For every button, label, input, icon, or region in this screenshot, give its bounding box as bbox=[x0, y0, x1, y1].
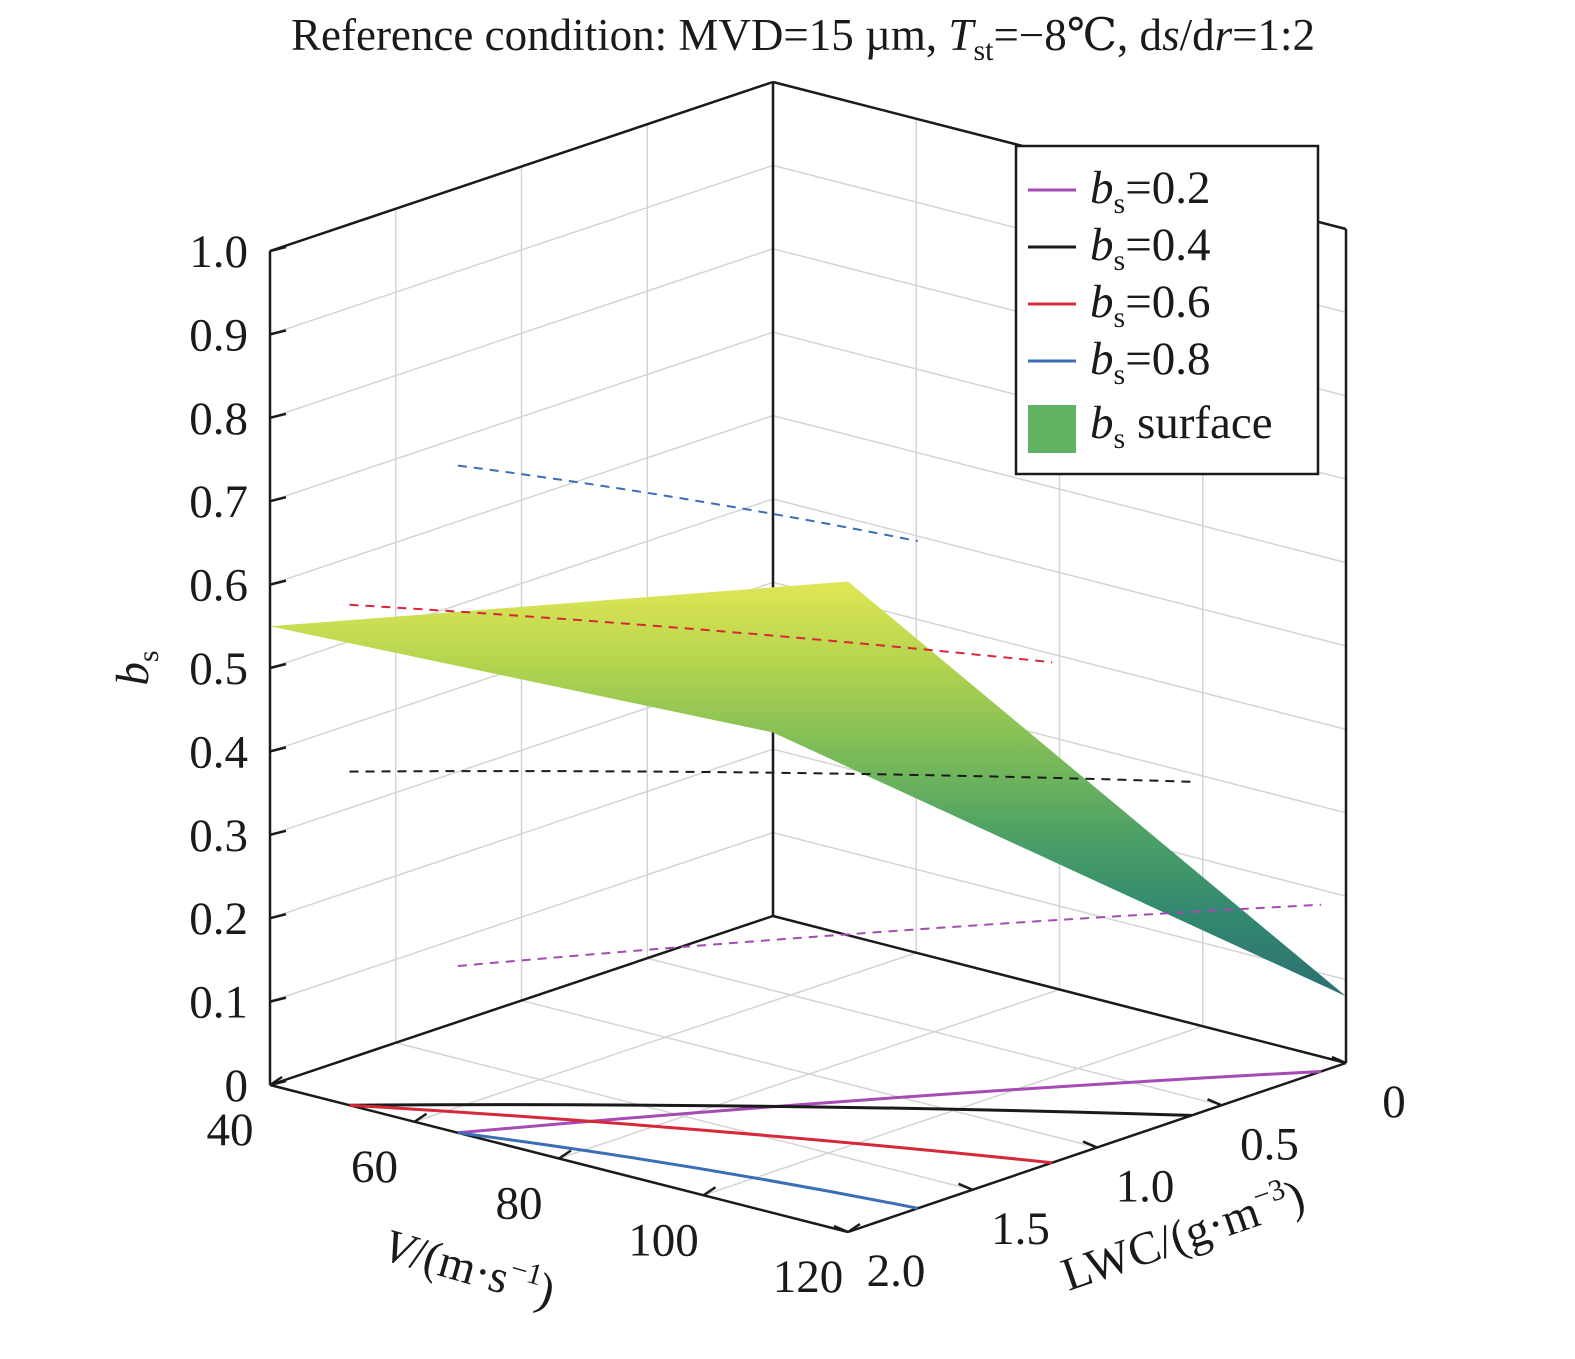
legend-entry-3: bs=0.8 bbox=[1028, 333, 1210, 391]
v-axis-label: V/(m·s−1) bbox=[378, 1217, 562, 1318]
v-tick-label-1: 60 bbox=[351, 1141, 398, 1193]
v-tick-label-4: 120 bbox=[773, 1251, 844, 1303]
lwc-tick-label-0: 0 bbox=[1382, 1076, 1406, 1128]
floor-contour-0.8 bbox=[457, 1131, 918, 1210]
z-tick-5 bbox=[269, 662, 287, 670]
z-tick-label-7: 0.7 bbox=[189, 476, 248, 528]
lwc-tick-label-3: 1.5 bbox=[991, 1203, 1050, 1255]
floor-contours bbox=[349, 1070, 1322, 1210]
z-tick-label-2: 0.2 bbox=[189, 893, 248, 945]
surface-contour-0.2 bbox=[457, 903, 1322, 967]
axis-ticks bbox=[269, 245, 1347, 1234]
legend-label-4: bs surface bbox=[1090, 397, 1273, 455]
lwc-tick-0 bbox=[1331, 1055, 1347, 1065]
lwc-tick-label-1: 0.5 bbox=[1240, 1118, 1299, 1170]
legend-entry-4: bs surface bbox=[1028, 397, 1273, 455]
lwc-tick-1 bbox=[1207, 1098, 1222, 1107]
lwc-tick-4 bbox=[833, 1224, 849, 1234]
z-tick-3 bbox=[269, 829, 287, 837]
z-tick-4 bbox=[269, 746, 287, 753]
lwc-tick-3 bbox=[958, 1182, 973, 1191]
z-tick-label-0: 0 bbox=[225, 1060, 249, 1112]
z-tick-10 bbox=[269, 245, 287, 253]
surface-contour-0.4 bbox=[349, 770, 1192, 783]
lwc-tick-2 bbox=[1082, 1140, 1098, 1149]
z-tick-label-8: 0.8 bbox=[189, 393, 248, 445]
legend-entry-2: bs=0.6 bbox=[1028, 276, 1210, 334]
legend-label-3: bs=0.8 bbox=[1090, 333, 1210, 391]
chart-title: Reference condition: MVD=15 µm, Tst=−8℃,… bbox=[291, 10, 1315, 67]
v-tick-2 bbox=[558, 1149, 572, 1160]
bs-surface bbox=[270, 581, 1346, 997]
v-tick-3 bbox=[702, 1186, 717, 1197]
frame-top-left bbox=[269, 80, 774, 253]
z-tick-label-5: 0.5 bbox=[189, 643, 248, 695]
lwc-axis-label: LWC/(g·m−3) bbox=[1054, 1167, 1311, 1301]
lwc-tick-label-2: 1.0 bbox=[1116, 1161, 1175, 1213]
floor-contour-0.2 bbox=[457, 1070, 1322, 1135]
legend-entry-1: bs=0.4 bbox=[1028, 219, 1210, 277]
surface-contour-0.6 bbox=[349, 603, 1053, 664]
v-tick-label-0: 40 bbox=[207, 1104, 254, 1156]
lwc-tick-labels: 0 0.5 1.0 1.5 2.0 bbox=[867, 1076, 1406, 1297]
z-tick-2 bbox=[269, 912, 287, 920]
grid-v-floor-2 bbox=[558, 988, 1060, 1160]
z-tick-label-10: 1.0 bbox=[189, 226, 248, 278]
v-tick-labels: 40 60 80 100 120 bbox=[207, 1104, 844, 1303]
legend-entry-0: bs=0.2 bbox=[1028, 162, 1210, 220]
z-tick-labels: 0 0.1 0.2 0.3 0.4 0.5 0.6 0.7 0.8 0.9 1.… bbox=[189, 226, 248, 1112]
legend-label-2: bs=0.6 bbox=[1090, 276, 1210, 334]
frame-floor-back-right bbox=[772, 914, 1347, 1065]
floor-contour-0.4 bbox=[349, 1103, 1192, 1117]
z-tick-label-6: 0.6 bbox=[189, 560, 248, 612]
z-tick-6 bbox=[269, 579, 287, 586]
z-tick-label-4: 0.4 bbox=[189, 726, 248, 778]
surface-layer bbox=[270, 464, 1346, 997]
z-tick-7 bbox=[269, 495, 287, 503]
v-tick-label-3: 100 bbox=[628, 1214, 699, 1266]
floor-contour-0.6 bbox=[349, 1103, 1053, 1165]
v-tick-4 bbox=[847, 1222, 861, 1234]
v-tick-0 bbox=[269, 1075, 283, 1087]
v-tick-1 bbox=[413, 1112, 428, 1123]
lwc-tick-label-4: 2.0 bbox=[867, 1245, 926, 1297]
z-tick-1 bbox=[269, 996, 287, 1003]
z-tick-8 bbox=[269, 412, 287, 420]
z-tick-label-3: 0.3 bbox=[189, 810, 248, 862]
grid-v-floor-1 bbox=[414, 952, 917, 1123]
z-tick-9 bbox=[269, 329, 287, 336]
z-tick-label-1: 0.1 bbox=[189, 977, 248, 1029]
legend-label-1: bs=0.4 bbox=[1090, 219, 1210, 277]
legend-swatch-4 bbox=[1028, 405, 1076, 453]
v-tick-label-2: 80 bbox=[496, 1178, 543, 1230]
frame-floor-back-left bbox=[269, 914, 774, 1087]
z-tick-label-9: 0.9 bbox=[189, 309, 248, 361]
z-axis-label: bs bbox=[107, 650, 165, 685]
surface-contour-0.8 bbox=[457, 464, 918, 543]
legend: bs=0.2 bs=0.4 bs=0.6 bs=0.8 bs surface bbox=[1014, 144, 1320, 476]
legend-label-0: bs=0.2 bbox=[1090, 162, 1210, 220]
